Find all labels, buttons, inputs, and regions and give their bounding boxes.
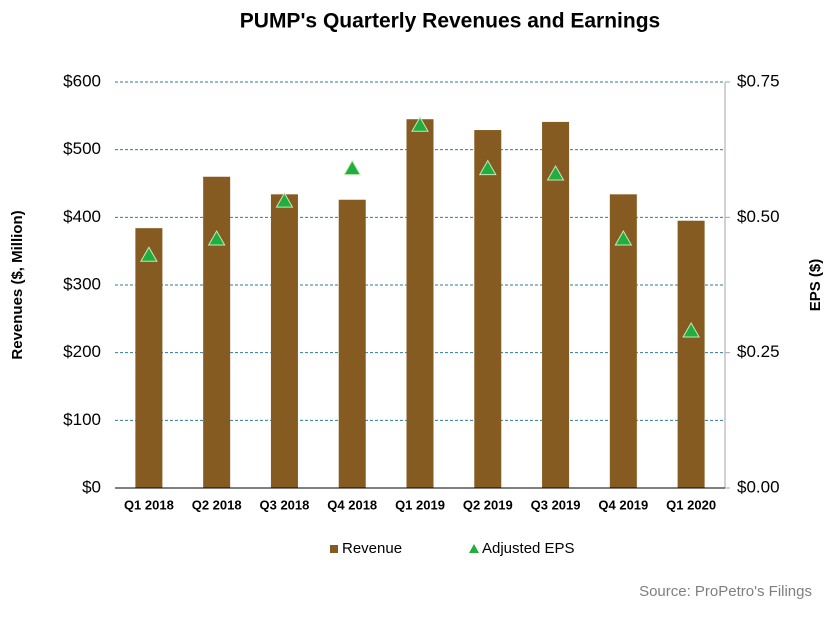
- eps-marker: [546, 165, 565, 181]
- eps-marker: [682, 322, 700, 338]
- source-note: Source: ProPetro's Filings: [639, 583, 812, 600]
- x-tick-label: Q4 2018: [327, 497, 377, 512]
- y-tick-label: $500: [63, 139, 101, 158]
- y-tick-label: $0: [82, 477, 101, 496]
- y-tick-label: $300: [63, 274, 101, 293]
- bar: [338, 199, 366, 489]
- bar: [677, 220, 705, 488]
- y-tick-label: $100: [63, 410, 101, 429]
- bar: [406, 119, 434, 488]
- y-tick-label: $600: [63, 71, 101, 90]
- eps-marker: [343, 159, 362, 176]
- eps-marker: [275, 192, 294, 208]
- bar: [203, 176, 231, 488]
- y-tick-label: $200: [63, 342, 101, 361]
- y2-tick-label: $0.25: [737, 342, 780, 361]
- legend-swatch: [469, 544, 479, 553]
- x-tick-label: Q4 2019: [598, 497, 648, 512]
- eps-marker: [614, 229, 633, 246]
- bar: [270, 194, 298, 488]
- legend-label: Revenue: [342, 540, 402, 557]
- eps-marker: [207, 229, 226, 246]
- y2-tick-label: $0.75: [737, 71, 780, 90]
- x-tick-label: Q3 2018: [260, 497, 310, 512]
- legend-swatch: [330, 545, 338, 553]
- x-tick-label: Q2 2018: [192, 497, 242, 512]
- y2-tick-label: $0.50: [737, 207, 780, 226]
- x-tick-label: Q1 2019: [395, 497, 445, 512]
- bar: [474, 130, 502, 488]
- y-tick-label: $400: [63, 207, 101, 226]
- x-tick-label: Q3 2019: [531, 497, 581, 512]
- y2-axis-label: EPS ($): [807, 259, 824, 312]
- eps-marker: [411, 116, 429, 132]
- bar: [135, 228, 163, 488]
- bar: [542, 121, 570, 488]
- y2-tick-label: $0.00: [737, 477, 780, 496]
- eps-marker: [478, 159, 497, 176]
- eps-marker: [140, 246, 158, 262]
- x-tick-label: Q1 2018: [124, 497, 174, 512]
- chart-title: PUMP's Quarterly Revenues and Earnings: [240, 10, 660, 33]
- x-tick-label: Q1 2020: [666, 497, 716, 512]
- y-axis-label: Revenues ($, Million): [9, 210, 26, 359]
- x-tick-label: Q2 2019: [463, 497, 513, 512]
- legend-label: Adjusted EPS: [482, 540, 575, 557]
